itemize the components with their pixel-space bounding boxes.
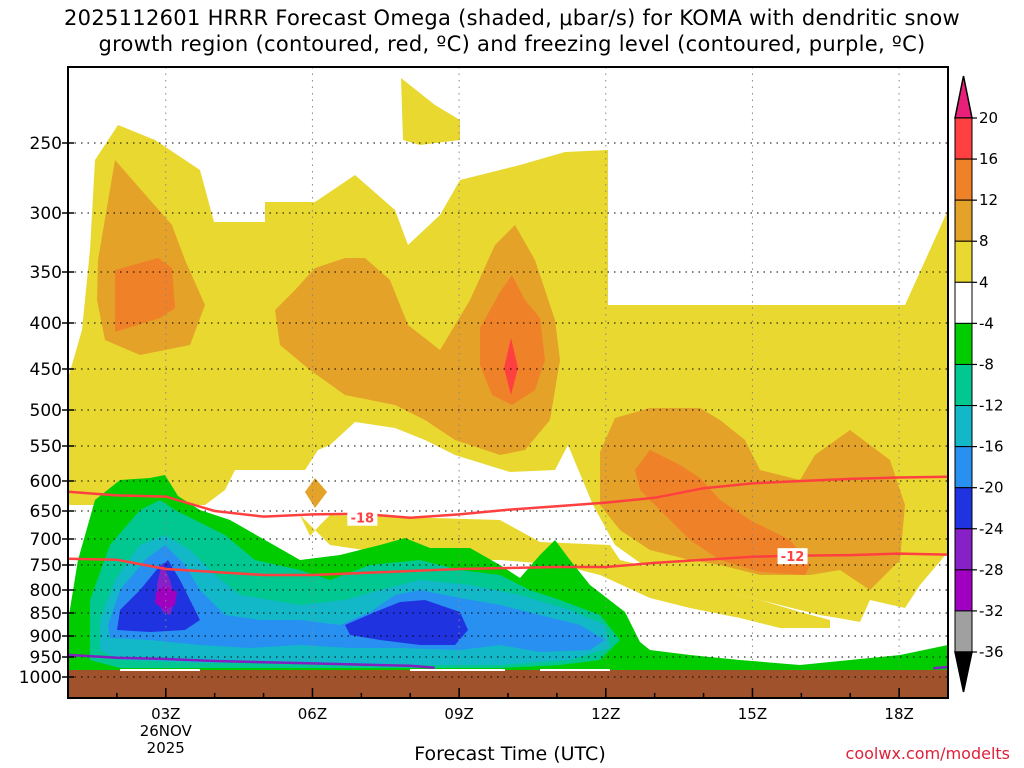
- colorbar: 20 16 12 8 4 -4 -8 -12 -16 -20 -24 -28 -32 -36: [954, 75, 1004, 693]
- ytick-label-300: 300: [30, 204, 62, 224]
- colorbar-label-12: -32: [979, 602, 1004, 620]
- ytick-label-950: 950: [30, 648, 62, 668]
- xtick-label-06Z: 06Z: [298, 705, 327, 723]
- omega-12-16-lower-right: [635, 450, 810, 575]
- omega-12-16-mid: [480, 275, 545, 405]
- colorbar-band-9: [954, 487, 973, 530]
- colorbar-label-11: -28: [979, 561, 1004, 579]
- colorbar-label-4: 4: [979, 273, 989, 291]
- ytick-label-700: 700: [30, 530, 62, 550]
- ytick-label-600: 600: [30, 472, 62, 492]
- isotherm-line-3: [933, 665, 948, 670]
- isotherm-label-bg-1: [777, 548, 808, 565]
- xtick-label-18Z: 18Z: [884, 705, 913, 723]
- isotherm-label-bg-0: [347, 509, 378, 526]
- colorbar-band-8: [954, 446, 973, 489]
- xtick-label-12Z: 12Z: [591, 705, 620, 723]
- colorbar-label-5: -4: [979, 314, 994, 332]
- colorbar-band-6: [954, 363, 973, 407]
- ytick-label-550: 550: [30, 437, 62, 457]
- ytick-label-400: 400: [30, 314, 62, 334]
- colorbar-band-12: [954, 610, 973, 653]
- colorbar-band-5: [954, 322, 973, 365]
- colorbar-band-7: [954, 405, 973, 448]
- colorbar-label-1: 16: [979, 150, 998, 168]
- ytick-label-450: 450: [30, 360, 62, 380]
- omega-neg28-neg32-core: [155, 586, 177, 610]
- colorbar-label-10: -24: [979, 520, 1004, 538]
- chart-title-line-2: growth region (contoured, red, ºC) and f…: [98, 32, 926, 56]
- colorbar-band-2: [954, 199, 973, 242]
- ytick-label-500: 500: [30, 401, 62, 421]
- colorbar-label-13: -36: [979, 643, 1004, 661]
- omega-neg20-neg24-mid: [345, 600, 468, 645]
- omega-4-8-between-isotherms: [300, 515, 830, 628]
- isotherm-label-0: -18: [351, 512, 375, 527]
- colorbar-label-8: -16: [979, 438, 1004, 456]
- colorbar-bottom-arrow: [954, 651, 973, 693]
- omega-8-12-mid: [275, 225, 560, 455]
- ytick-label-350: 350: [30, 263, 62, 283]
- omega-shading-layer: [69, 78, 948, 670]
- omega-16-20-core: [504, 338, 518, 395]
- ytick-label-250: 250: [30, 134, 62, 154]
- ytick-label-1000: 1000: [19, 668, 62, 688]
- colorbar-label-3: 8: [979, 232, 989, 250]
- isotherm-line-0: [68, 475, 948, 519]
- colorbar-band-10: [954, 528, 973, 571]
- source-watermark[interactable]: coolwx.com/modelts: [845, 744, 1010, 763]
- colorbar-band-11: [954, 569, 973, 612]
- omega-12-16-upper-left: [115, 258, 175, 332]
- ytick-label-900: 900: [30, 627, 62, 647]
- xtick-label-15Z: 15Z: [738, 705, 767, 723]
- colorbar-band-3: [954, 240, 973, 283]
- x-axis-title: Forecast Time (UTC): [414, 743, 606, 765]
- omega-neg16-neg20: [108, 545, 605, 652]
- colorbar-top-arrow: [954, 75, 973, 119]
- colorbar-label-0: 20: [979, 109, 998, 127]
- colorbar-label-9: -20: [979, 479, 1004, 497]
- colorbar-band-4: [954, 281, 973, 324]
- colorbar-band-1: [954, 158, 973, 201]
- isotherm-contours: -18 -12: [68, 475, 948, 670]
- isotherm-line-2: [68, 653, 435, 670]
- omega-8-12-lower-right: [600, 408, 905, 590]
- isotherm-label-1: -12: [781, 550, 805, 565]
- ytick-label-750: 750: [30, 556, 62, 576]
- xtick-label-03Z: 03Z: [151, 705, 180, 723]
- date-label-year: 2025: [147, 739, 185, 757]
- ytick-label-650: 650: [30, 502, 62, 522]
- omega-4-8-top-isolated: [401, 78, 460, 145]
- date-label-day: 26NOV: [140, 722, 193, 740]
- colorbar-label-2: 12: [979, 191, 998, 209]
- chart-title-line-1: 2025112601 HRRR Forecast Omega (shaded, …: [64, 6, 960, 30]
- colorbar-label-6: -8: [979, 355, 994, 373]
- xtick-label-09Z: 09Z: [444, 705, 473, 723]
- omega-4-8-small-bump: [305, 478, 327, 508]
- ytick-label-800: 800: [30, 581, 62, 601]
- ytick-label-850: 850: [30, 604, 62, 624]
- colorbar-band-0: [954, 117, 973, 160]
- colorbar-label-7: -12: [979, 397, 1004, 415]
